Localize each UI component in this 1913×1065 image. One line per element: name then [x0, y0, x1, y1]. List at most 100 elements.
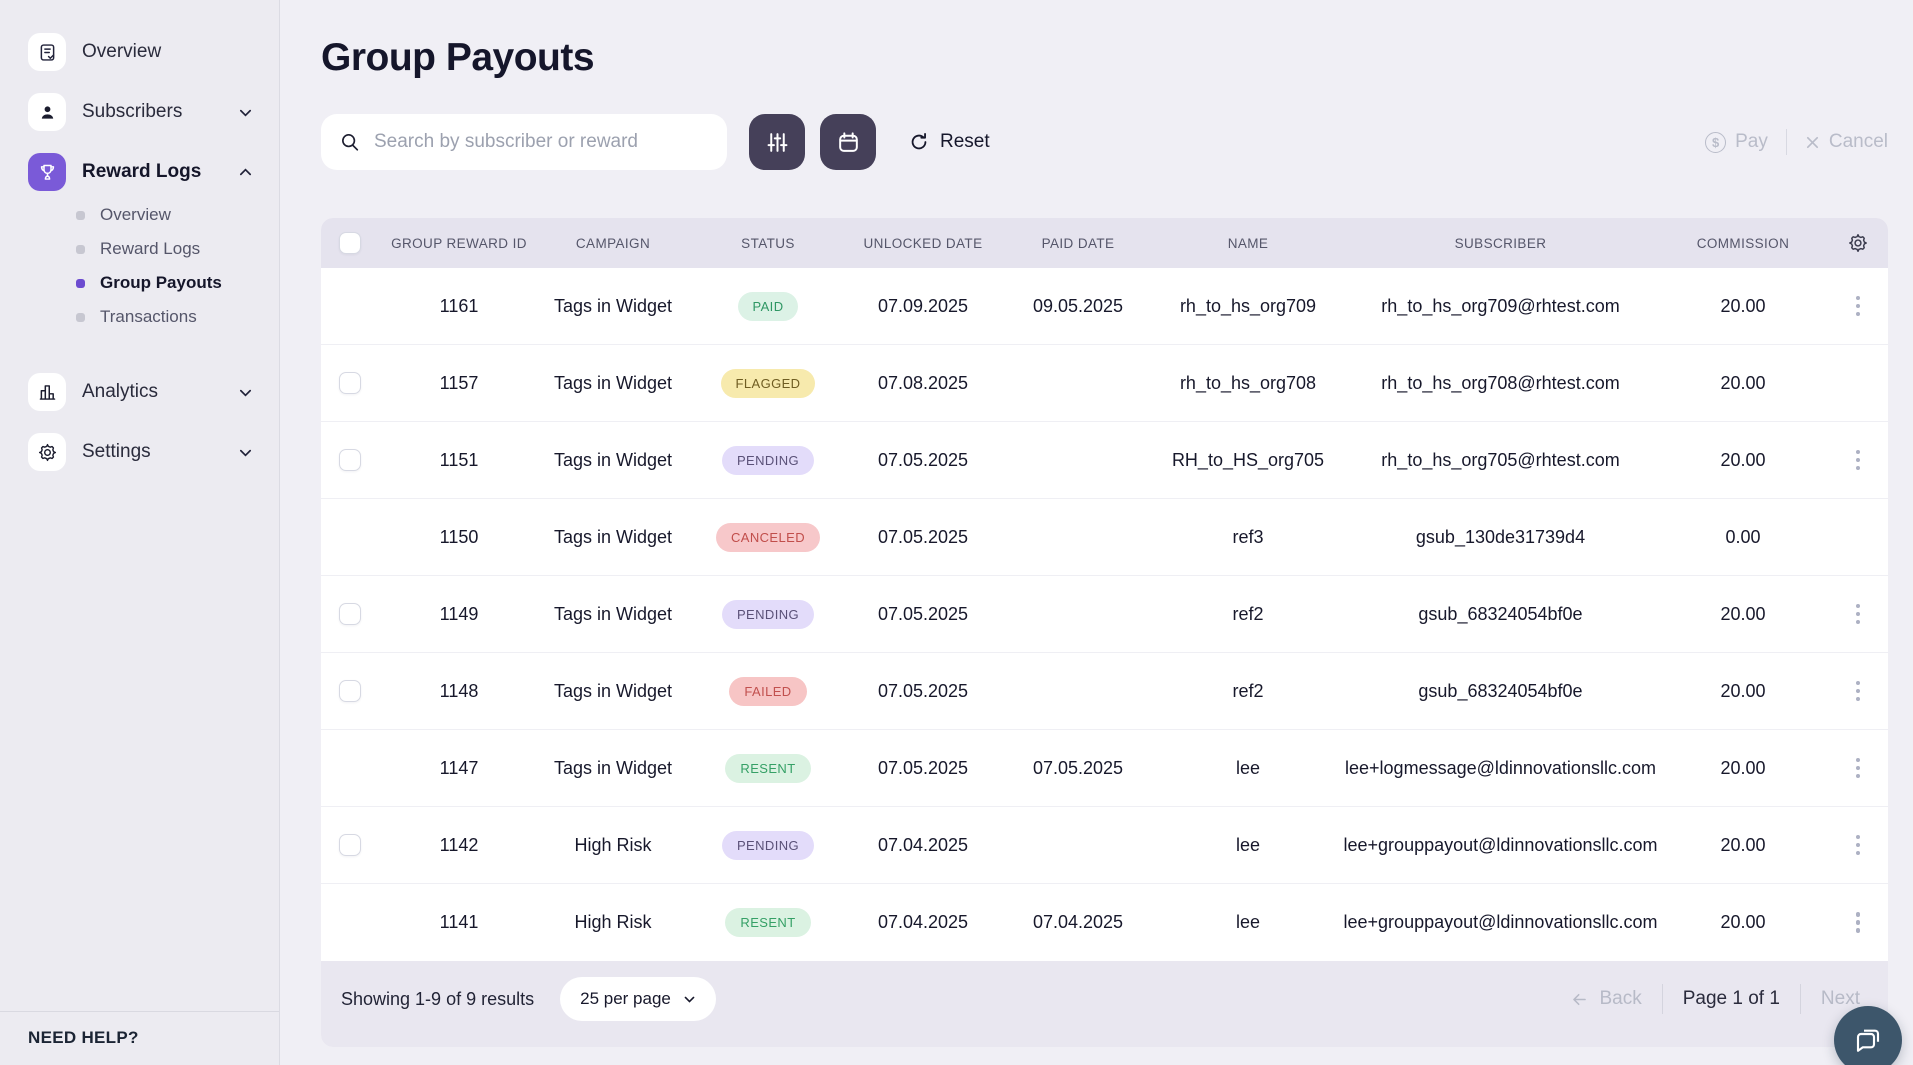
chat-button[interactable]	[1834, 1006, 1902, 1065]
sidebar-item-settings[interactable]: Settings	[0, 422, 279, 482]
status-cell: RESENT	[693, 908, 843, 937]
status-badge: RESENT	[725, 908, 811, 937]
cell-subscriber: gsub_68324054bf0e	[1418, 603, 1583, 624]
status-badge: RESENT	[725, 753, 811, 783]
row-menu-button[interactable]	[1850, 598, 1867, 631]
bullet-icon	[76, 278, 85, 288]
cell-commission: 0.00	[1725, 526, 1761, 547]
submenu-item-group-payouts[interactable]: Group Payouts	[0, 266, 279, 300]
table-row: 1149 Tags in Widget PENDING 07.05.2025 ref2 g…	[321, 576, 1888, 653]
cell-commission: 20.00	[1720, 834, 1766, 855]
search-input[interactable]	[374, 131, 709, 153]
filter-button[interactable]	[749, 114, 805, 170]
row-menu-button[interactable]	[1850, 675, 1867, 708]
status-cell: FAILED	[693, 676, 843, 706]
select-all-checkbox[interactable]	[339, 232, 361, 254]
row-checkbox[interactable]	[339, 603, 361, 625]
cell-campaign: Tags in Widget	[553, 757, 673, 778]
col-status: STATUS	[741, 235, 795, 251]
menu-cell	[1828, 752, 1888, 785]
row-menu-button[interactable]	[1850, 906, 1867, 939]
submenu-item-reward-logs[interactable]: Reward Logs	[0, 232, 279, 266]
row-menu-button[interactable]	[1850, 444, 1867, 477]
table-settings-button[interactable]	[1847, 232, 1869, 254]
sidebar-item-subscribers[interactable]: Subscribers	[0, 82, 279, 142]
table-row: 1148 Tags in Widget FAILED 07.05.2025 ref2 gs…	[321, 653, 1888, 730]
cell-unlocked-date: 07.04.2025	[877, 912, 969, 932]
cell-name: ref2	[1232, 680, 1264, 701]
results-count: Showing 1-9 of 9 results	[341, 989, 535, 1009]
bulk-actions: Pay Cancel	[1705, 129, 1888, 155]
cell-subscriber: lee+logmessage@ldinnovationsllc.com	[1345, 757, 1656, 778]
cell-unlocked-date: 07.05.2025	[877, 603, 969, 624]
back-button[interactable]: Back	[1570, 988, 1642, 1010]
row-checkbox[interactable]	[339, 680, 361, 702]
status-badge: FAILED	[729, 676, 807, 706]
table-header: GROUP REWARD ID CAMPAIGN STATUS UNLOCKED…	[321, 218, 1888, 268]
cell-group-reward-id: 1141	[439, 912, 479, 932]
table-row: 1161 Tags in Widget PAID 07.09.2025 09.05.20…	[321, 268, 1888, 345]
submenu-item-overview[interactable]: Overview	[0, 198, 279, 232]
cell-commission: 20.00	[1720, 295, 1766, 316]
row-checkbox[interactable]	[339, 834, 361, 856]
cell-unlocked-date: 07.05.2025	[877, 680, 969, 701]
col-unlocked-date: UNLOCKED DATE	[863, 235, 983, 251]
sidebar: Overview Subscribers	[0, 0, 280, 1065]
table-row: 1150 Tags in Widget CANCELED 07.05.2025 ref3…	[321, 499, 1888, 576]
cell-name: lee	[1235, 912, 1261, 932]
cell-unlocked-date: 07.05.2025	[877, 526, 969, 547]
row-menu-button[interactable]	[1850, 290, 1867, 323]
search-icon	[342, 134, 359, 151]
sidebar-item-reward-logs[interactable]: Reward Logs	[0, 142, 279, 202]
cell-paid-date: 07.05.2025	[1032, 757, 1124, 778]
cell-unlocked-date: 07.09.2025	[877, 295, 969, 316]
status-cell: RESENT	[693, 753, 843, 783]
next-button[interactable]: Next	[1820, 988, 1860, 1009]
row-checkbox[interactable]	[339, 449, 361, 471]
cell-commission: 20.00	[1720, 757, 1766, 778]
cancel-button[interactable]: Cancel	[1805, 131, 1888, 153]
cell-group-reward-id: 1142	[439, 834, 479, 855]
menu-cell	[1828, 444, 1888, 477]
chevron-down-icon	[684, 996, 695, 1003]
status-badge: FLAGGED	[720, 368, 816, 398]
status-cell: PENDING	[693, 830, 843, 860]
status-cell: PAID	[693, 291, 843, 321]
table-row: 1147 Tags in Widget RESENT 07.05.2025 07.05.…	[321, 730, 1888, 807]
sidebar-nav: Overview Subscribers	[0, 0, 279, 482]
row-checkbox[interactable]	[339, 372, 361, 394]
cell-campaign: Tags in Widget	[553, 295, 673, 316]
chat-icon	[1856, 1029, 1880, 1052]
cell-subscriber: lee+grouppayout@ldinnovationsllc.com	[1343, 912, 1658, 932]
per-page-select[interactable]: 25 per page	[560, 977, 716, 1021]
need-help-label: NEED HELP?	[0, 1011, 279, 1065]
cell-commission: 20.00	[1720, 449, 1766, 470]
sliders-icon	[767, 132, 787, 152]
status-badge: PENDING	[721, 599, 815, 629]
gear-icon	[1849, 234, 1867, 252]
calendar-icon	[838, 131, 858, 152]
row-menu-button[interactable]	[1850, 752, 1867, 785]
sidebar-item-overview[interactable]: Overview	[0, 22, 279, 82]
chevron-down-icon	[239, 109, 252, 117]
cell-name: ref2	[1232, 603, 1264, 624]
pay-button[interactable]: Pay	[1705, 131, 1768, 153]
sidebar-item-analytics[interactable]: Analytics	[0, 362, 279, 422]
row-menu-button[interactable]	[1850, 829, 1867, 862]
gear-icon	[28, 433, 66, 471]
chevron-down-icon	[239, 449, 252, 457]
status-badge: CANCELED	[716, 522, 820, 552]
submenu-item-transactions[interactable]: Transactions	[0, 300, 279, 334]
main-content: Group Payouts Reset	[281, 0, 1913, 1065]
table-row: 1141 High Risk RESENT 07.04.2025 07.04.2025 l…	[321, 884, 1888, 961]
reset-button[interactable]: Reset	[908, 131, 990, 153]
divider	[1661, 984, 1663, 1014]
cell-subscriber: gsub_68324054bf0e	[1418, 680, 1583, 701]
cell-subscriber: gsub_130de31739d4	[1415, 526, 1586, 547]
close-icon	[1806, 136, 1818, 148]
cell-name: lee	[1235, 834, 1261, 855]
calendar-button[interactable]	[820, 114, 876, 170]
checkbox-cell	[321, 449, 385, 471]
cell-commission: 20.00	[1720, 912, 1766, 932]
col-paid-date: PAID DATE	[1041, 235, 1115, 251]
